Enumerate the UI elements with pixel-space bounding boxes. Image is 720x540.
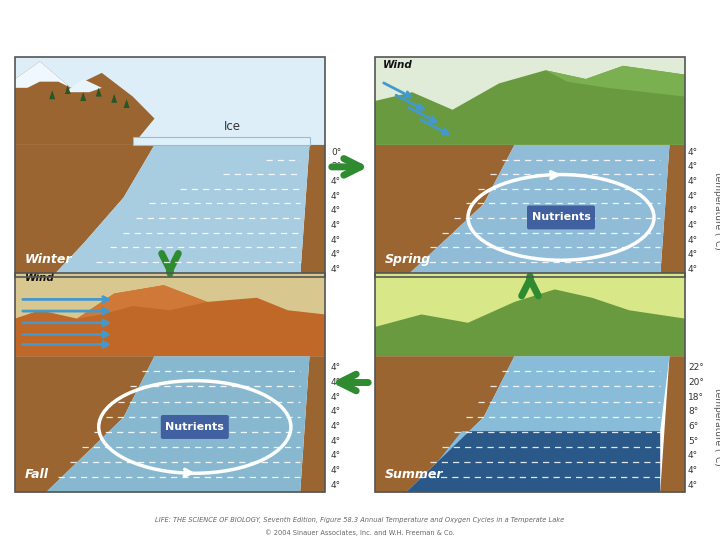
Polygon shape xyxy=(15,356,155,492)
Polygon shape xyxy=(15,285,325,356)
Bar xyxy=(15,57,325,276)
Polygon shape xyxy=(46,356,310,492)
Text: 4°: 4° xyxy=(331,481,341,489)
Text: 4°: 4° xyxy=(331,265,341,274)
Text: 4°: 4° xyxy=(688,451,698,460)
Bar xyxy=(15,273,325,492)
Text: 4°: 4° xyxy=(688,466,698,475)
Text: Water
temperature (°C): Water temperature (°C) xyxy=(714,388,720,465)
Text: 4°: 4° xyxy=(331,436,341,446)
Text: 4°: 4° xyxy=(331,235,341,245)
Text: 5°: 5° xyxy=(688,436,698,446)
Polygon shape xyxy=(406,431,660,492)
Bar xyxy=(375,57,685,276)
Bar xyxy=(15,57,325,145)
Polygon shape xyxy=(660,356,685,492)
Text: 4°: 4° xyxy=(688,206,698,215)
Text: 8°: 8° xyxy=(688,407,698,416)
Polygon shape xyxy=(300,356,325,492)
Text: 2°: 2° xyxy=(331,163,341,171)
Text: Nutrients: Nutrients xyxy=(166,422,224,432)
Polygon shape xyxy=(375,66,685,145)
Text: 4°: 4° xyxy=(688,265,698,274)
Text: 4°: 4° xyxy=(331,378,341,387)
Polygon shape xyxy=(77,285,207,319)
Text: 18°: 18° xyxy=(688,393,704,402)
Polygon shape xyxy=(96,87,102,97)
Text: 4°: 4° xyxy=(331,206,341,215)
FancyBboxPatch shape xyxy=(161,415,229,439)
Polygon shape xyxy=(49,90,55,99)
Text: 4°: 4° xyxy=(331,451,341,460)
Polygon shape xyxy=(15,145,155,276)
Text: 4°: 4° xyxy=(331,363,341,373)
Text: 4°: 4° xyxy=(688,148,698,157)
Text: 4°: 4° xyxy=(688,221,698,230)
Text: Ice: Ice xyxy=(223,120,240,133)
Text: Figure 58.3: Figure 58.3 xyxy=(9,11,91,24)
Text: © 2004 Sinauer Associates, Inc. and W.H. Freeman & Co.: © 2004 Sinauer Associates, Inc. and W.H.… xyxy=(265,529,455,536)
Polygon shape xyxy=(80,92,86,101)
Text: 4°: 4° xyxy=(331,177,341,186)
Text: 4°: 4° xyxy=(331,250,341,259)
Text: Annual Temperature and Oxygen Cycles in a Temperate Lake: Annual Temperature and Oxygen Cycles in … xyxy=(60,11,467,24)
Polygon shape xyxy=(375,145,515,276)
Polygon shape xyxy=(546,66,685,97)
Text: 4°: 4° xyxy=(688,163,698,171)
Text: Wind: Wind xyxy=(25,273,55,283)
Text: 4°: 4° xyxy=(688,250,698,259)
Text: 6°: 6° xyxy=(688,422,698,431)
Text: Winter: Winter xyxy=(25,253,73,266)
Text: 4°: 4° xyxy=(331,466,341,475)
Text: 4°: 4° xyxy=(688,192,698,201)
Polygon shape xyxy=(132,137,310,145)
Polygon shape xyxy=(15,62,71,88)
Text: Spring: Spring xyxy=(385,253,431,266)
Polygon shape xyxy=(15,62,155,145)
Text: LIFE: THE SCIENCE OF BIOLOGY, Seventh Edition, Figure 58.3 Annual Temperature an: LIFE: THE SCIENCE OF BIOLOGY, Seventh Ed… xyxy=(156,517,564,523)
Polygon shape xyxy=(124,99,130,108)
Text: Nutrients: Nutrients xyxy=(531,212,590,222)
Polygon shape xyxy=(111,94,117,103)
Text: Fall: Fall xyxy=(25,468,49,481)
Text: 4°: 4° xyxy=(688,481,698,489)
Text: 4°: 4° xyxy=(688,235,698,245)
FancyBboxPatch shape xyxy=(527,205,595,229)
Polygon shape xyxy=(65,79,102,92)
Text: 22°: 22° xyxy=(688,363,703,373)
Text: 4°: 4° xyxy=(331,221,341,230)
Text: 0°: 0° xyxy=(331,148,341,157)
Text: 4°: 4° xyxy=(331,393,341,402)
Polygon shape xyxy=(660,145,685,276)
Polygon shape xyxy=(437,356,670,462)
Polygon shape xyxy=(375,289,685,356)
Text: 4°: 4° xyxy=(688,177,698,186)
Text: 4°: 4° xyxy=(331,407,341,416)
Text: Water
temperature (°C): Water temperature (°C) xyxy=(714,172,720,249)
Bar xyxy=(375,57,685,145)
Text: 20°: 20° xyxy=(688,378,704,387)
Text: Wind: Wind xyxy=(383,59,413,70)
Text: 4°: 4° xyxy=(331,192,341,201)
Polygon shape xyxy=(406,145,670,276)
Polygon shape xyxy=(52,145,310,276)
Text: Summer: Summer xyxy=(385,468,444,481)
Bar xyxy=(375,273,685,356)
Polygon shape xyxy=(300,145,325,276)
Polygon shape xyxy=(65,85,71,94)
Bar xyxy=(375,273,685,492)
Bar xyxy=(15,273,325,356)
Text: 4°: 4° xyxy=(331,422,341,431)
Polygon shape xyxy=(375,356,515,492)
